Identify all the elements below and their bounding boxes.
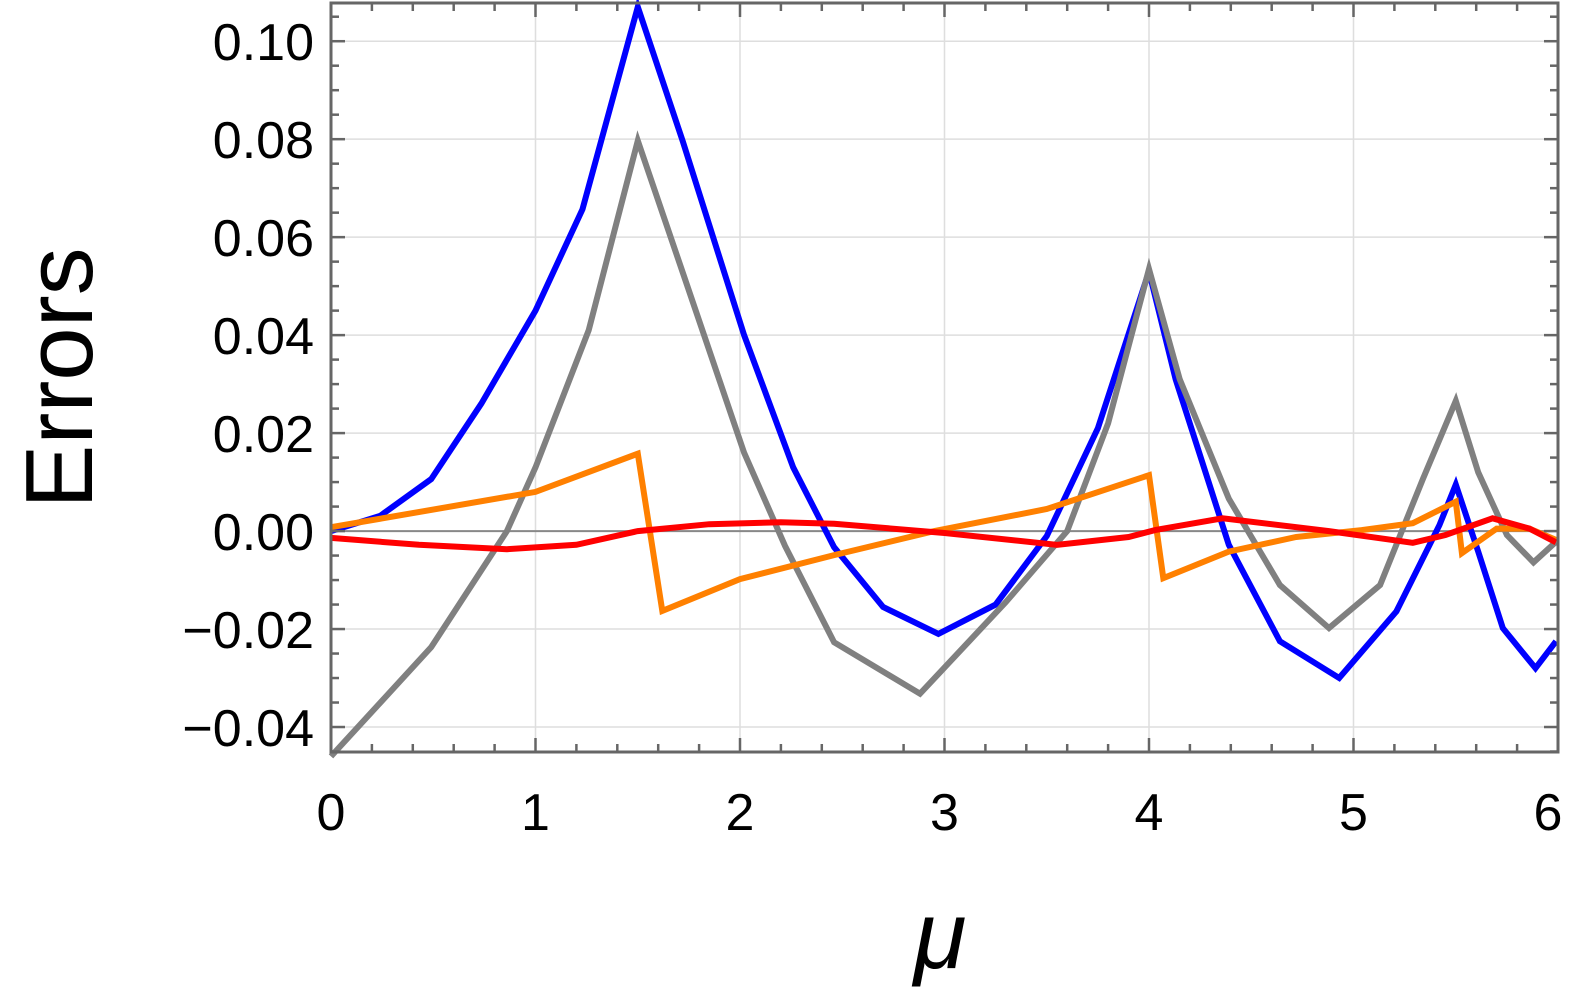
series-group — [328, 0, 1559, 759]
y-tick-label: 0.04 — [213, 308, 314, 366]
y-tick-label: −0.02 — [182, 602, 314, 660]
y-tick-label: 0.02 — [213, 406, 314, 464]
tick-marks — [329, 3, 1560, 753]
x-axis-title: μ — [911, 882, 967, 989]
y-tick-label: 0.00 — [213, 504, 314, 562]
x-tick-labels: 0 1 2 3 4 5 6 — [317, 784, 1563, 842]
y-tick-label: 0.06 — [213, 210, 314, 268]
y-axis-title: Errors — [6, 247, 113, 508]
y-tick-label: 0.08 — [213, 112, 314, 170]
x-tick-label: 5 — [1339, 784, 1368, 842]
y-tick-label: −0.04 — [182, 700, 314, 758]
series-line-2 — [328, 130, 1559, 759]
series-line-4 — [330, 515, 1558, 553]
x-tick-label: 1 — [521, 784, 550, 842]
x-tick-label: 3 — [930, 784, 959, 842]
x-tick-label: 0 — [317, 784, 346, 842]
series-line-1 — [330, 0, 1559, 682]
x-tick-label: 4 — [1135, 784, 1164, 842]
y-tick-labels: −0.04 −0.02 0.00 0.02 0.04 0.06 0.08 0.10 — [182, 14, 314, 758]
series-line-3 — [330, 449, 1558, 616]
x-tick-label: 2 — [726, 784, 755, 842]
x-tick-label: 6 — [1534, 784, 1563, 842]
y-tick-label: 0.10 — [213, 14, 314, 72]
